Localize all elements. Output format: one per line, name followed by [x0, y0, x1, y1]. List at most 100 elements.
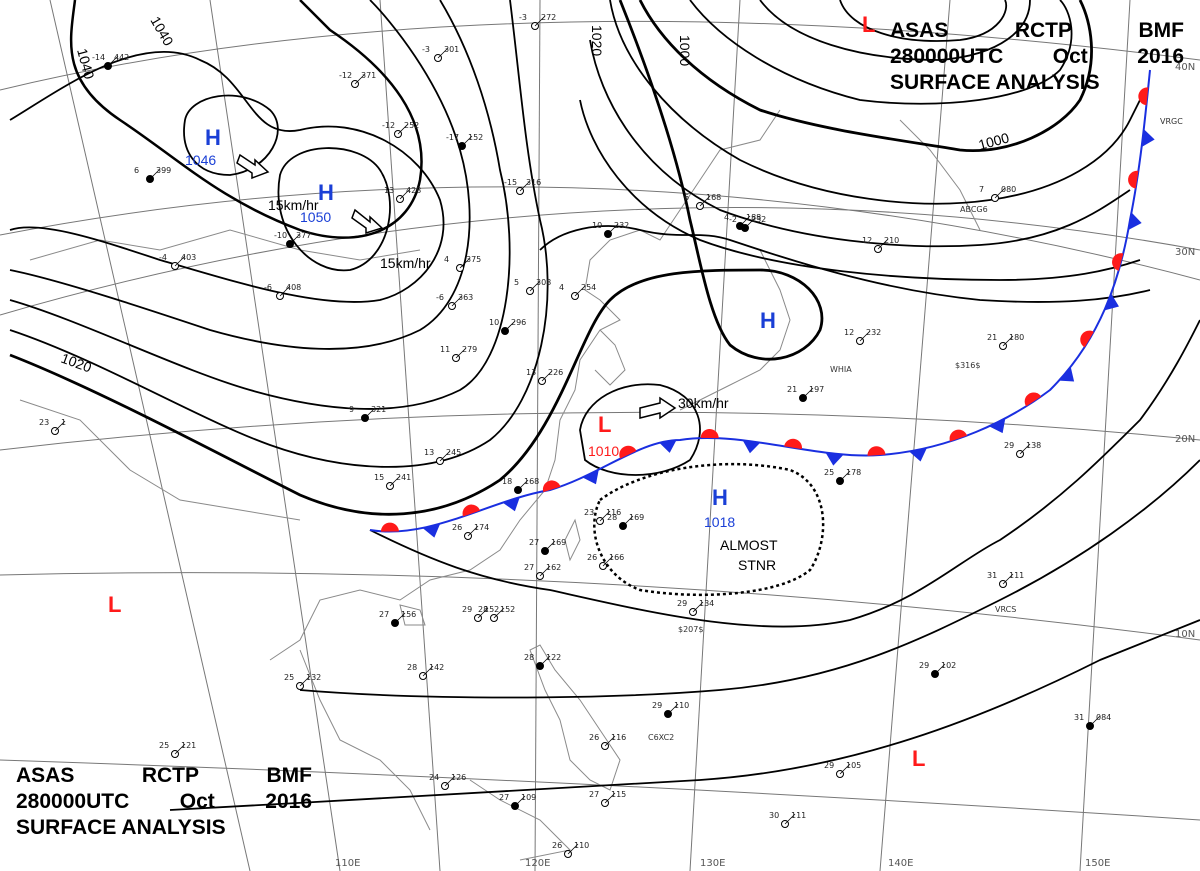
station-temperature: -12 — [382, 121, 395, 130]
wind-barb — [607, 223, 619, 235]
motion-label: 30km/hr — [678, 395, 729, 411]
warm-front-semicircle — [1128, 170, 1139, 189]
station-temperature: 4 — [559, 283, 564, 292]
header-line1: ASAS RCTP BMF — [890, 18, 1184, 44]
parallel-30n — [0, 207, 1200, 316]
station-temperature: 26 — [552, 841, 562, 850]
station-pressure: 232 — [614, 221, 629, 230]
station-temperature: 26 — [589, 733, 599, 742]
station-pressure: 084 — [1096, 713, 1111, 722]
station-pressure: 226 — [548, 368, 563, 377]
warm-front-semicircle — [1138, 87, 1149, 106]
station-temperature: 31 — [987, 571, 997, 580]
station-pressure: 442 — [114, 53, 129, 62]
wind-barb — [1002, 573, 1014, 585]
wind-barb — [539, 565, 551, 577]
ship-id: VRGC — [1160, 117, 1183, 126]
cold-front-triangle — [989, 418, 1006, 434]
wind-barb — [567, 843, 579, 855]
station-pressure: 110 — [674, 701, 689, 710]
station-pressure: 377 — [296, 231, 311, 240]
wind-barb — [54, 420, 66, 432]
wind-barb — [877, 238, 889, 250]
wind-barb — [397, 123, 409, 135]
station-pressure: 162 — [546, 563, 561, 572]
station-temperature: 27 — [524, 563, 534, 572]
station-pressure: 301 — [444, 45, 459, 54]
isobar-high-1046-ring — [183, 94, 279, 176]
station-temperature: -6 — [436, 293, 444, 302]
station-pressure: 428 — [406, 186, 421, 195]
station-pressure: 169 — [551, 538, 566, 547]
warm-front-semicircle — [542, 480, 561, 493]
wind-barb — [504, 320, 516, 332]
station-temperature: 13 — [526, 368, 536, 377]
station-pressure: 132 — [306, 673, 321, 682]
station-temperature: 29 — [652, 701, 662, 710]
station-temperature: 28 — [478, 605, 488, 614]
lon-label: 130E — [700, 858, 725, 869]
station-pressure: 308 — [536, 278, 551, 287]
station-pressure: 116 — [611, 733, 626, 742]
wind-barb — [529, 280, 541, 292]
station-pressure: 321 — [371, 405, 386, 414]
isobar-1028 — [9, 0, 511, 410]
isobar-label: 1040 — [74, 47, 98, 81]
high-symbol: H — [205, 125, 221, 150]
wind-barb — [602, 555, 614, 567]
station-pressure: 121 — [181, 741, 196, 750]
wind-barb — [667, 703, 679, 715]
warm-front-semicircle — [380, 522, 399, 532]
cold-front-triangle — [909, 447, 927, 462]
header-title: SURFACE ANALYSIS — [890, 71, 1100, 94]
station-pressure: 156 — [401, 610, 416, 619]
station-temperature: 29 — [462, 605, 472, 614]
warm-front-semicircle — [700, 428, 719, 439]
wind-barb — [514, 795, 526, 807]
station-pressure: 109 — [521, 793, 536, 802]
wind-barb — [451, 295, 463, 307]
station-temperature: -3 — [519, 13, 527, 22]
header-product: BMF — [1138, 19, 1185, 42]
station-temperature: 28 — [407, 663, 417, 672]
wind-barb — [934, 663, 946, 675]
wind-barb — [604, 792, 616, 804]
station-temperature: 23 — [584, 508, 594, 517]
station-pressure: 232 — [866, 328, 881, 337]
wind-barb — [744, 217, 756, 229]
wind-barb — [354, 73, 366, 85]
low-pressure-value: 1010 — [588, 443, 619, 459]
motion-arrow-2 — [351, 208, 384, 235]
graticule-labels: 40N 30N 20N 10N 110E 120E 130E 140E 150E — [335, 62, 1195, 869]
ship-id: ABCG6 — [960, 205, 988, 214]
wind-barb — [299, 675, 311, 687]
wind-barb — [1002, 335, 1014, 347]
header-station: RCTP — [1014, 19, 1073, 42]
station-pressure: 110 — [574, 841, 589, 850]
wind-barb — [544, 540, 556, 552]
station-temperature: 24 — [429, 773, 439, 782]
station-temperature: -3 — [422, 45, 430, 54]
warm-front-semicircle — [784, 438, 802, 450]
cold-front-triangle — [1128, 212, 1142, 230]
wind-barb — [994, 187, 1006, 199]
cold-front-triangle — [825, 452, 844, 466]
isobar-label: 1000 — [677, 35, 693, 66]
station-temperature: -12 — [339, 71, 352, 80]
isobar-1032 — [9, 0, 471, 350]
high-pressure-value: 1018 — [704, 514, 735, 530]
meridian-110e — [209, 0, 341, 871]
cold-front-triangle — [582, 469, 599, 485]
station-pressure: 168 — [524, 477, 539, 486]
meridian-100e — [49, 0, 251, 871]
station-temperature: -15 — [504, 178, 517, 187]
wind-barb — [519, 180, 531, 192]
pressure-centers: H 1046 H 1050 H H 1018 L 1010 L L L — [108, 12, 925, 771]
station-pressure: 371 — [361, 71, 376, 80]
low-symbol: L — [862, 12, 875, 37]
station-temperature: 21 — [987, 333, 997, 342]
station-temperature: 26 — [452, 523, 462, 532]
isobars — [9, 0, 1200, 811]
